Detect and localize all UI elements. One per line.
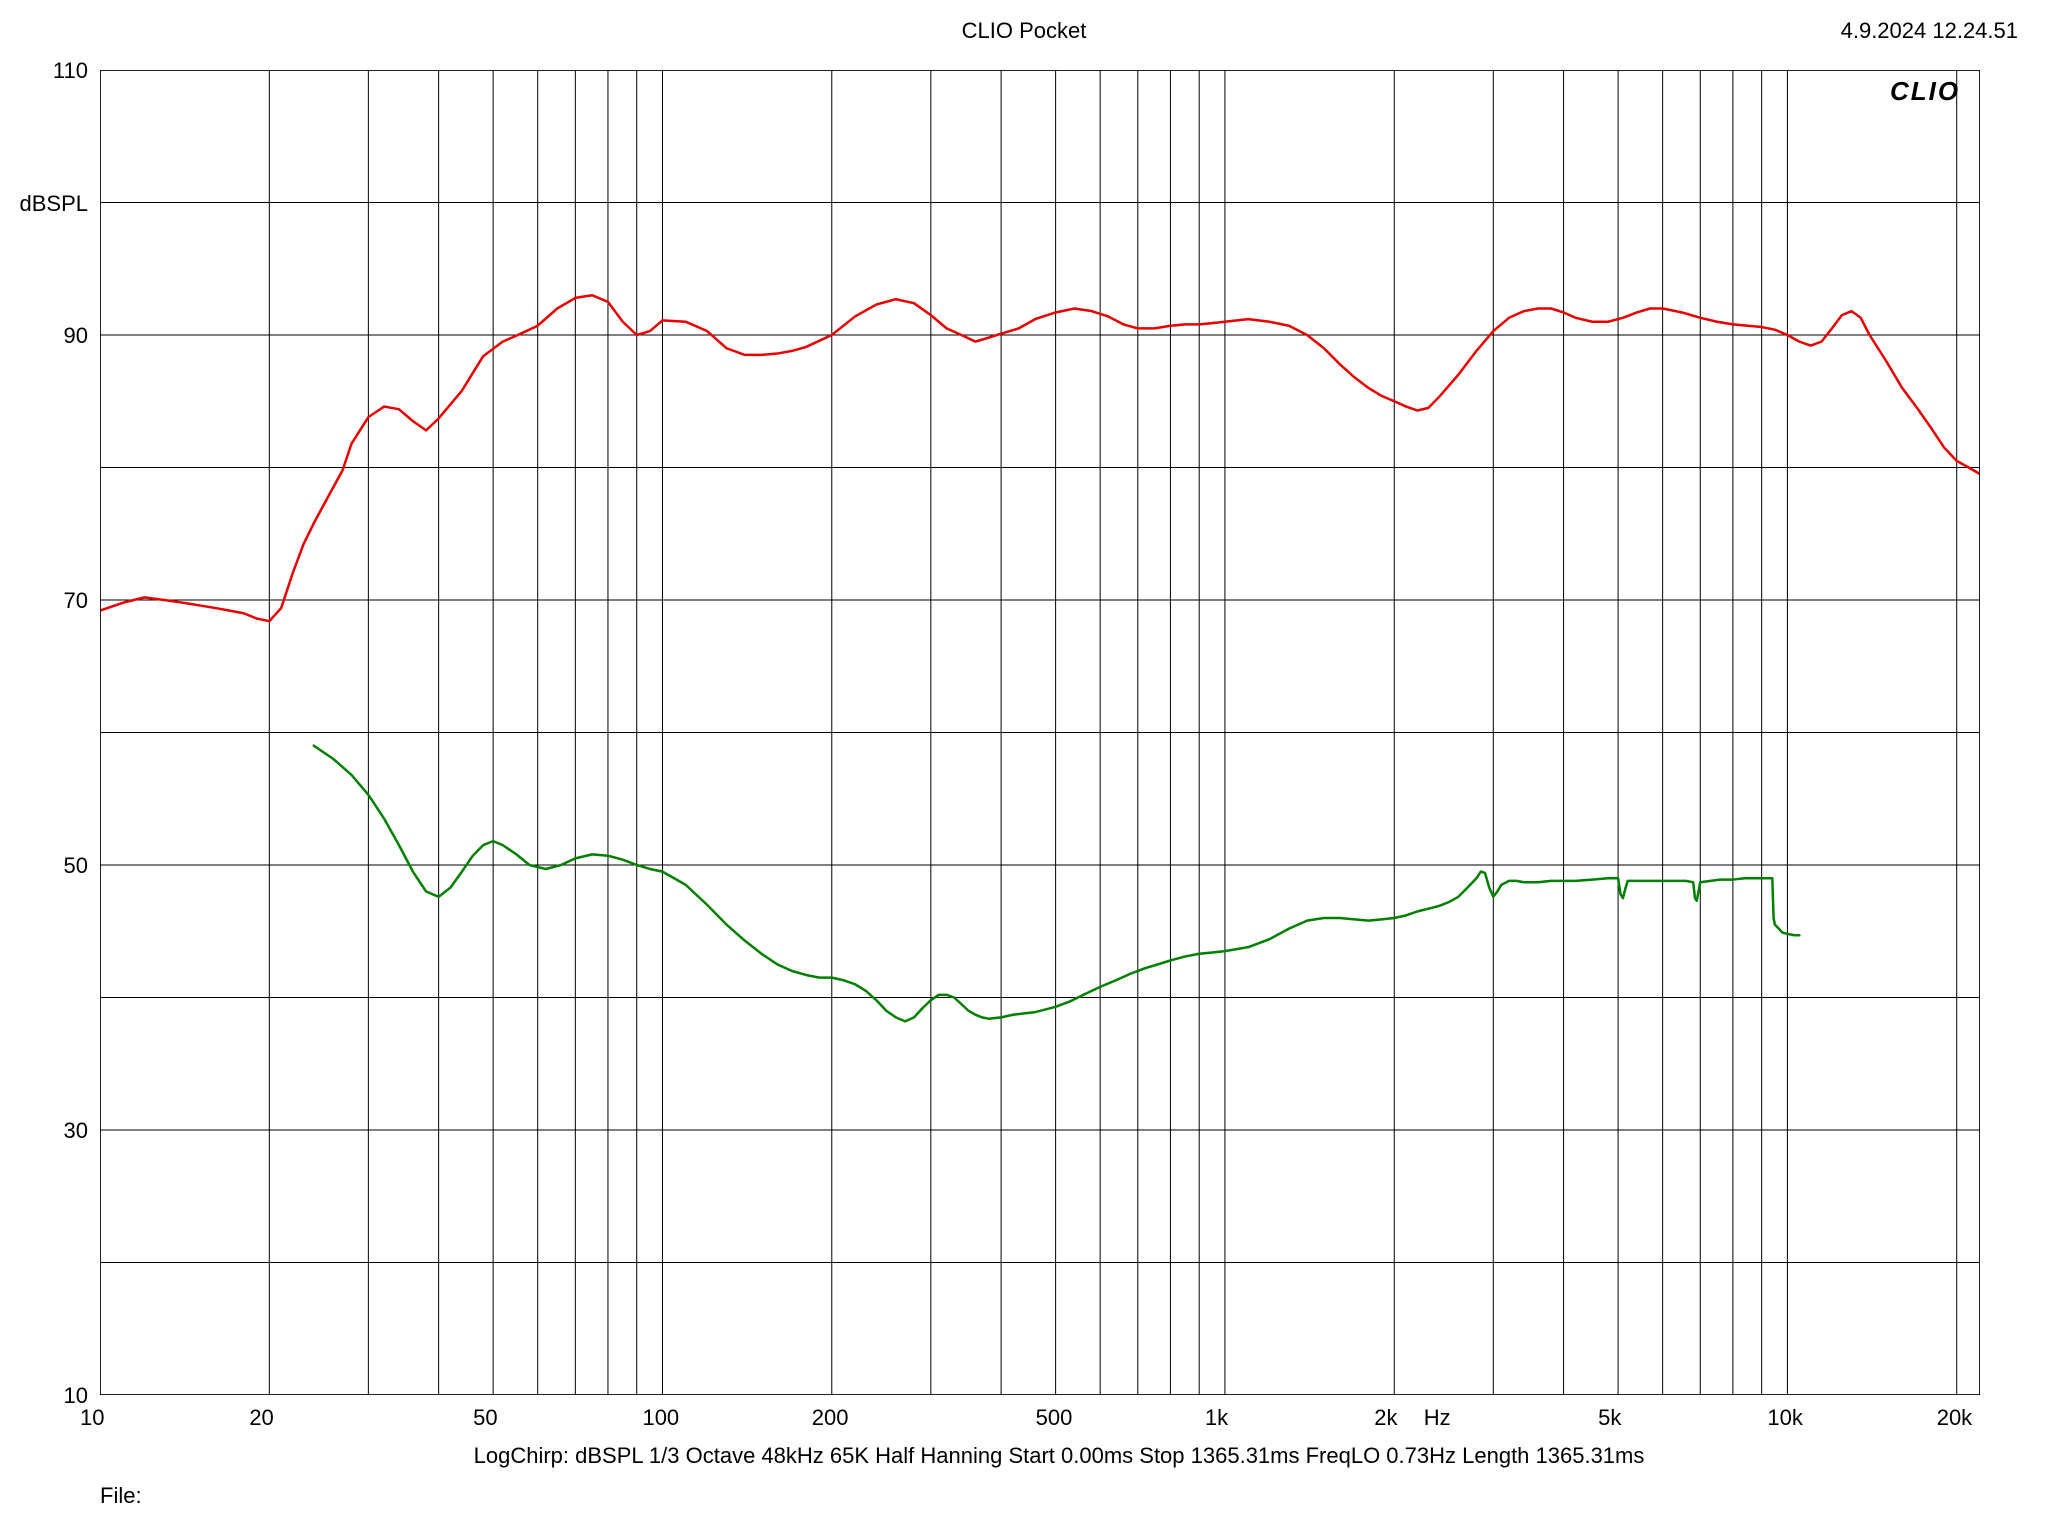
x-tick-label: 100 — [642, 1405, 679, 1431]
y-unit-label: dBSPL — [20, 191, 89, 217]
y-tick-label: 110 — [53, 58, 88, 84]
clio-watermark-logo: CLIO — [1890, 76, 1960, 107]
x-tick-label: 500 — [1036, 1405, 1073, 1431]
x-tick-label: 10 — [80, 1405, 104, 1431]
timestamp: 4.9.2024 12.24.51 — [1841, 18, 2018, 44]
x-tick-label: 20 — [249, 1405, 273, 1431]
x-tick-label: 200 — [812, 1405, 849, 1431]
chart-title: CLIO Pocket — [0, 18, 2048, 44]
footer-parameters: LogChirp: dBSPL 1/3 Octave 48kHz 65K Hal… — [100, 1443, 2018, 1469]
y-tick-label: 70 — [64, 588, 88, 614]
y-tick-label: 90 — [64, 323, 88, 349]
x-unit-label: Hz — [1424, 1405, 1451, 1431]
y-tick-label: 50 — [64, 853, 88, 879]
clio-chart-container: CLIO Pocket 4.9.2024 12.24.51 CLIO 10 30 5… — [0, 0, 2048, 1536]
chart-svg — [100, 70, 1980, 1395]
x-tick-label: 5k — [1598, 1405, 1621, 1431]
x-tick-label: 10k — [1767, 1405, 1802, 1431]
plot-area — [100, 70, 1980, 1395]
x-tick-label: 50 — [473, 1405, 497, 1431]
y-tick-label: 30 — [64, 1118, 88, 1144]
x-tick-label: 2k — [1374, 1405, 1397, 1431]
x-tick-label: 20k — [1937, 1405, 1972, 1431]
file-label: File: — [100, 1483, 142, 1509]
x-tick-label: 1k — [1205, 1405, 1228, 1431]
